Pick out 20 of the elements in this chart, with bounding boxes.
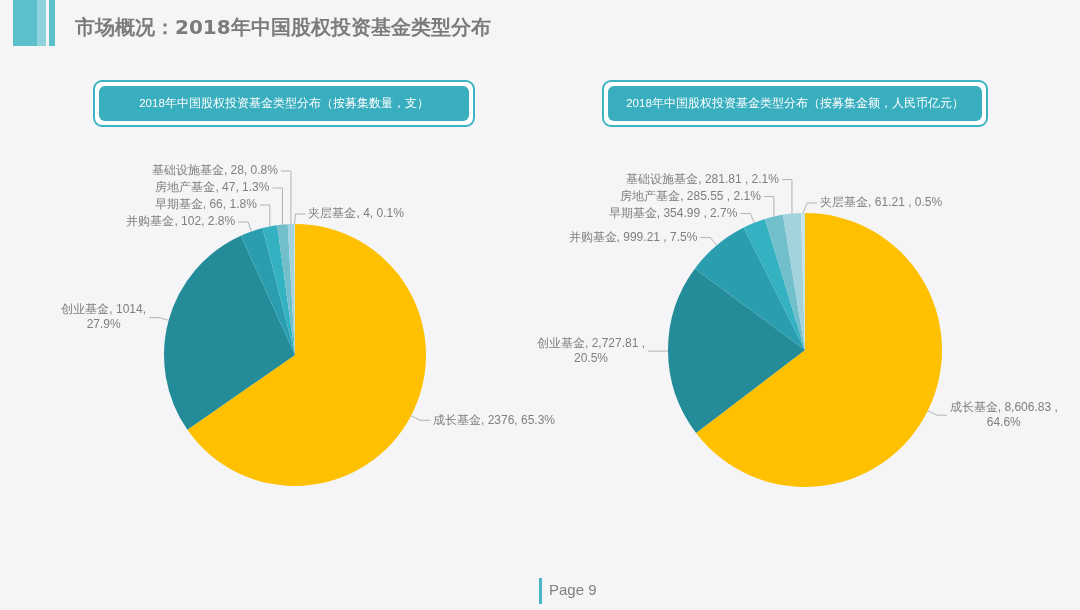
- title-frame: 2018年中国股权投资基金类型分布（按募集金额，人民币亿元）: [602, 80, 988, 127]
- chart-title: 2018年中国股权投资基金类型分布（按募集金额，人民币亿元）: [626, 96, 964, 111]
- slice-label: 早期基金, 354.99 , 2.7%: [608, 205, 738, 220]
- slice-label: 创业基金, 1014, 27.9%: [61, 302, 147, 332]
- text: 市场概况：2018年中国股权投资基金类型分布: [75, 14, 491, 41]
- text: Page 9: [549, 581, 597, 598]
- slice-label: 夹层基金, 61.21 , 0.5%: [820, 195, 943, 210]
- slice-label: 成长基金, 2376, 65.3%: [432, 412, 556, 427]
- slice-label: 房地产基金, 47, 1.3%: [155, 180, 270, 195]
- slice-label: 创业基金, 2,727.81 , 20.5%: [536, 336, 645, 366]
- title-frame: 2018年中国股权投资基金类型分布（按募集数量，支）: [93, 80, 475, 127]
- slice-label: 并购基金, 102, 2.8%: [126, 214, 236, 229]
- slice-label: 成长基金, 8,606.83 , 64.6%: [949, 400, 1058, 430]
- slice-label: 基础设施基金, 28, 0.8%: [151, 163, 279, 178]
- slice-label: 夹层基金, 4, 0.1%: [308, 206, 405, 221]
- slice-label: 房地产基金, 285.55 , 2.1%: [620, 188, 762, 203]
- chart-title: 2018年中国股权投资基金类型分布（按募集数量，支）: [139, 96, 429, 111]
- slice-label: 基础设施基金, 281.81 , 2.1%: [626, 171, 780, 186]
- slice-label: 早期基金, 66, 1.8%: [154, 197, 258, 212]
- slice-label: 并购基金, 999.21 , 7.5%: [568, 229, 698, 244]
